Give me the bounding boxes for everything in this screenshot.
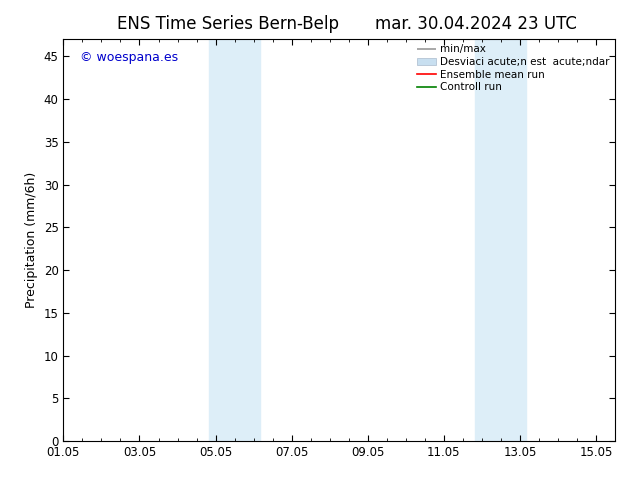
Legend: min/max, Desviaci acute;n est  acute;ndar, Ensemble mean run, Controll run: min/max, Desviaci acute;n est acute;ndar… — [415, 42, 612, 94]
Text: mar. 30.04.2024 23 UTC: mar. 30.04.2024 23 UTC — [375, 15, 576, 33]
Bar — [209, 39, 260, 441]
Bar — [476, 39, 526, 441]
Y-axis label: Precipitation (mm/6h): Precipitation (mm/6h) — [25, 172, 38, 308]
Text: ENS Time Series Bern-Belp: ENS Time Series Bern-Belp — [117, 15, 339, 33]
Text: © woespana.es: © woespana.es — [80, 51, 178, 64]
